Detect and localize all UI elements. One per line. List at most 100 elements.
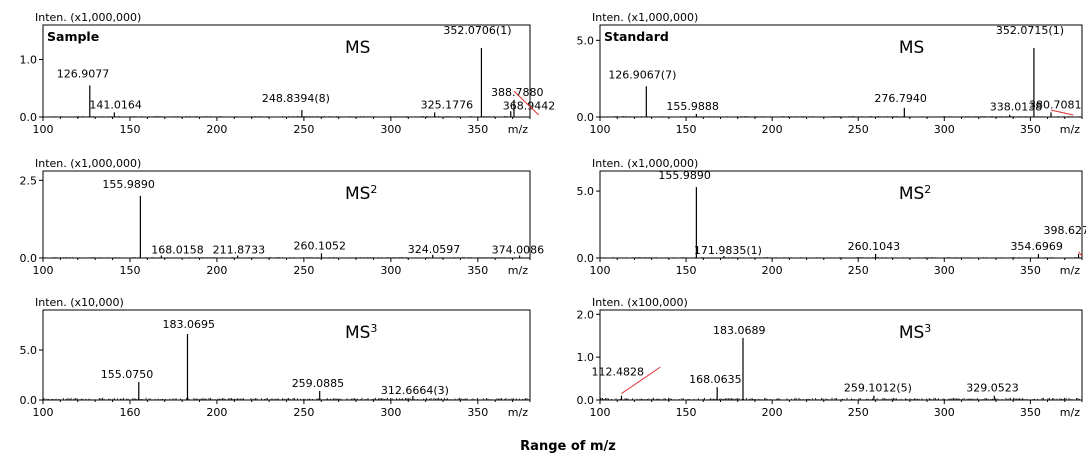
x-tick-label: 350 (1020, 406, 1041, 419)
peak-label: 171.9835(1) (694, 244, 762, 257)
x-unit-label: m/z (1060, 264, 1080, 277)
intensity-label: Inten. (x1,000,000) (35, 157, 141, 170)
intensity-label: Inten. (x100,000) (592, 296, 688, 309)
ms-stage-label: MS3 (345, 322, 377, 343)
x-tick-label: 300 (380, 264, 401, 277)
peak-label: 259.1012(5) (844, 382, 912, 395)
baseline-noise (43, 257, 529, 258)
x-tick-label: 150 (676, 123, 697, 136)
panel-tag: Sample (47, 29, 99, 44)
annotation-line (1050, 109, 1074, 116)
plot-frame (42, 309, 531, 401)
x-tick-label: 200 (762, 264, 783, 277)
x-tick-label: 100 (590, 406, 611, 419)
intensity-label: Inten. (x1,000,000) (35, 11, 141, 24)
x-unit-label: m/z (508, 406, 528, 419)
peak-label: 338.0138 (990, 101, 1043, 114)
peak-label: 352.0706(1) (443, 24, 511, 37)
peak-label: 126.9067(7) (608, 68, 676, 81)
x-tick-label: 250 (293, 406, 314, 419)
x-tick-label: 100 (590, 123, 611, 136)
x-axis-title: Range of m/z (520, 439, 616, 454)
baseline-noise (600, 397, 1080, 400)
x-tick-label: 100 (33, 123, 54, 136)
peak-label: 260.1043 (848, 240, 901, 253)
peak-label: 155.0750 (101, 368, 154, 381)
ms-stage-superscript: 2 (370, 183, 377, 196)
x-tick-label: 250 (848, 406, 869, 419)
x-tick-label: 150 (676, 406, 697, 419)
y-tick-label: 2.0 (577, 308, 595, 321)
x-unit-label: m/z (1060, 123, 1080, 136)
annotation-line (621, 366, 661, 394)
x-tick-label: 200 (206, 264, 227, 277)
y-tick-label: 5.0 (577, 34, 595, 47)
peak-label: 259.0885 (292, 377, 345, 390)
y-tick-label: 1.0 (577, 351, 595, 364)
annotation-line (513, 90, 540, 116)
y-tick-label: 0.0 (20, 111, 38, 124)
y-tick-label: 1.0 (20, 54, 38, 67)
x-tick-label: 350 (467, 406, 488, 419)
spectrum-panel: Inten. (x1,000,000) MS2 0.0 5.0 100 150 200 250… (577, 157, 1086, 277)
spectrum-panel: Inten. (x1,000,000) MS2 0.0 2.5 100 150 200 250… (20, 157, 545, 277)
peak-label: 155.9890 (102, 178, 154, 191)
peak-label: 374.0086 (492, 244, 544, 257)
baseline-noise (602, 116, 1080, 117)
peak-label: 248.8394(8) (262, 92, 330, 105)
x-tick-label: 350 (1020, 123, 1041, 136)
peak-label: 276.7940 (874, 92, 927, 105)
peak-label: 126.9077 (57, 67, 110, 80)
x-tick-label: 300 (934, 123, 955, 136)
peak-label: 155.9890 (658, 169, 711, 182)
baseline-noise (600, 257, 1080, 258)
x-tick-label: 300 (380, 406, 401, 419)
peak-label: 312.6664(3) (381, 384, 449, 397)
annotation-line (1078, 251, 1083, 257)
baseline-noise (43, 397, 529, 400)
peak-label: 155.9888 (666, 100, 719, 113)
ms-stage-superscript: 2 (924, 183, 931, 196)
panel-tag: Standard (604, 29, 669, 44)
peak-label: 354.6969 (1010, 240, 1063, 253)
ms-stage-label: MS2 (899, 183, 931, 204)
spectrum-panel: Inten. (x1,000,000) Standard MS 0.0 5.0 100 15… (577, 11, 1083, 136)
y-tick-label: 0.0 (577, 111, 595, 124)
spectrum-panel: Inten. (x10,000) MS3 0.0 5.0 100 160 200 250 300… (20, 296, 531, 419)
spectrum-panel: Inten. (x1,000,000) Sample MS 0.0 1.0 100 150 2… (20, 11, 556, 136)
x-tick-label: 100 (33, 264, 54, 277)
x-unit-label: m/z (508, 264, 528, 277)
peak-label: 388.7880 (491, 86, 543, 99)
intensity-label: Inten. (x10,000) (35, 296, 124, 309)
y-tick-label: 0.0 (577, 252, 595, 265)
peak-label: 329.0523 (966, 382, 1019, 395)
intensity-label: Inten. (x1,000,000) (592, 157, 698, 170)
x-unit-label: m/z (1060, 406, 1080, 419)
intensity-label: Inten. (x1,000,000) (592, 11, 698, 24)
peak-label: 183.0695 (162, 318, 215, 331)
x-tick-label: 200 (762, 406, 783, 419)
x-tick-label: 250 (293, 123, 314, 136)
peak-label: 112.4828 (591, 366, 644, 379)
peak-label: 183.0689 (713, 324, 766, 337)
spectrum-panel: Inten. (x100,000) MS3 0.0 1.0 2.0 100 150 200 25… (577, 296, 1083, 419)
x-tick-label: 150 (119, 264, 140, 277)
x-tick-label: 150 (119, 123, 140, 136)
x-tick-label: 150 (676, 264, 697, 277)
ms-stage-label: MS (345, 38, 370, 58)
x-tick-label: 160 (119, 406, 140, 419)
x-tick-label: 300 (380, 123, 401, 136)
peak-label: 168.0158 (151, 244, 204, 257)
ms-stage-label: MS (899, 38, 924, 58)
x-tick-label: 200 (762, 123, 783, 136)
peak-label: 260.1052 (293, 239, 346, 252)
peak-label: 398.6273 (1044, 224, 1086, 237)
peak-label: 352.0715(1) (996, 24, 1064, 37)
peak-label: 168.0635 (689, 373, 742, 386)
y-tick-label: 0.0 (20, 252, 38, 265)
x-tick-label: 250 (848, 264, 869, 277)
peak-label: 325.1776 (421, 98, 474, 111)
y-tick-label: 5.0 (577, 185, 595, 198)
x-tick-label: 350 (467, 123, 488, 136)
